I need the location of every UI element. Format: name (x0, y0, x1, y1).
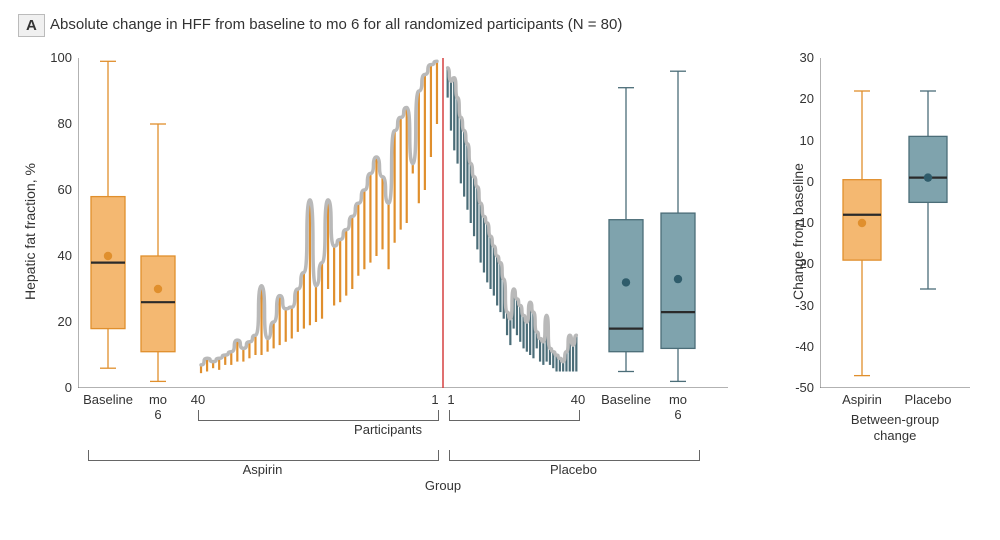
y-tick-main: 20 (58, 314, 72, 329)
x-tick-aspirin-baseline: Baseline (83, 392, 133, 407)
x-tick-part-40a: 40 (191, 392, 205, 407)
x-tick-aspirin-mo6: mo6 (149, 392, 167, 422)
y-tick-main: 60 (58, 182, 72, 197)
participants-left-bracket (198, 410, 439, 421)
y-tick-right: -30 (795, 298, 814, 313)
y-tick-right: -50 (795, 380, 814, 395)
y-tick-right: 0 (807, 174, 814, 189)
between-group-label: Between-groupchange (851, 412, 939, 445)
x-tick-right-placebo: Placebo (905, 392, 952, 407)
chart-title: Absolute change in HFF from baseline to … (50, 16, 622, 33)
group-placebo-label: Placebo (550, 462, 597, 477)
group-label: Group (425, 478, 461, 493)
participants-right-bracket (449, 410, 580, 421)
y-axis-label-main: Hepatic fat fraction, % (22, 163, 38, 300)
y-tick-right: 10 (800, 133, 814, 148)
y-tick-main: 0 (65, 380, 72, 395)
right-chart (820, 58, 970, 388)
group-aspirin-label: Aspirin (243, 462, 283, 477)
y-tick-right: 30 (800, 50, 814, 65)
y-tick-main: 80 (58, 116, 72, 131)
group-aspirin-bracket (88, 450, 439, 461)
main-chart (78, 58, 728, 388)
y-tick-right: -20 (795, 256, 814, 271)
x-tick-part-40p: 40 (571, 392, 585, 407)
y-tick-right: 20 (800, 91, 814, 106)
x-tick-part-1p: 1 (447, 392, 454, 407)
x-tick-placebo-baseline: Baseline (601, 392, 651, 407)
x-tick-right-aspirin: Aspirin (842, 392, 882, 407)
panel-letter: A (18, 14, 45, 37)
y-axis-label-right: Change from baseline (790, 163, 806, 300)
group-placebo-bracket (449, 450, 700, 461)
participants-label: Participants (354, 422, 422, 437)
y-tick-right: -10 (795, 215, 814, 230)
y-tick-right: -40 (795, 339, 814, 354)
x-tick-part-1a: 1 (431, 392, 438, 407)
y-tick-main: 100 (50, 50, 72, 65)
x-tick-placebo-mo6: mo6 (669, 392, 687, 422)
y-tick-main: 40 (58, 248, 72, 263)
